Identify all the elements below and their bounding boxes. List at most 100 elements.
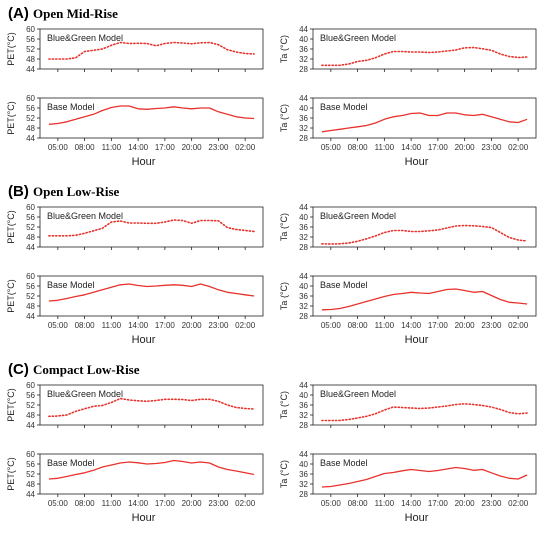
y-tick-label: 44 [299, 25, 308, 34]
x-tick-label: 23:00 [481, 499, 502, 508]
y-tick-label: 48 [26, 233, 35, 242]
y-tick-label: 56 [26, 460, 35, 469]
series-line-dotted [322, 48, 527, 66]
x-axis-title: Hour [405, 512, 429, 524]
y-axis-title: Ta (°C) [279, 104, 289, 132]
y-tick-label: 40 [299, 104, 308, 113]
x-tick-label: 08:00 [348, 321, 369, 330]
y-tick-label: 44 [299, 381, 308, 390]
section-name: Open Mid-Rise [33, 6, 118, 21]
series-label: Blue&Green Model [320, 211, 396, 221]
series-line-dotted [322, 404, 527, 421]
x-tick-label: 23:00 [481, 143, 502, 152]
y-tick-label: 52 [26, 470, 35, 479]
y-tick-label: 40 [299, 391, 308, 400]
y-tick-label: 40 [299, 460, 308, 469]
y-tick-label: 28 [299, 134, 308, 143]
x-tick-label: 11:00 [375, 143, 395, 152]
x-tick-label: 08:00 [348, 143, 369, 152]
x-axis-title: Hour [405, 156, 429, 168]
x-axis-title: Hour [132, 156, 156, 168]
y-tick-label: 48 [26, 480, 35, 489]
section-letter: (C) [8, 361, 33, 378]
y-tick-label: 28 [299, 65, 308, 74]
x-tick-label: 05:00 [48, 499, 69, 508]
series-line-solid [322, 113, 527, 132]
x-tick-label: 08:00 [75, 499, 96, 508]
x-tick-label: 20:00 [455, 321, 476, 330]
y-tick-label: 52 [26, 223, 35, 232]
y-tick-label: 48 [26, 55, 35, 64]
x-tick-label: 11:00 [102, 499, 122, 508]
x-tick-label: 05:00 [321, 143, 342, 152]
y-tick-label: 56 [26, 104, 35, 113]
x-tick-label: 02:00 [508, 143, 529, 152]
x-tick-label: 05:00 [48, 321, 69, 330]
y-axis-title: Ta (°C) [279, 35, 289, 63]
y-tick-label: 44 [26, 490, 35, 499]
y-axis-title: Ta (°C) [279, 213, 289, 241]
y-tick-label: 28 [299, 421, 308, 430]
series-line-dotted [322, 226, 527, 245]
series-label: Base Model [47, 458, 95, 468]
x-tick-label: 05:00 [48, 143, 69, 152]
y-tick-label: 36 [299, 114, 308, 123]
x-tick-label: 14:00 [128, 321, 149, 330]
section-title: (A) Open Mid-Rise [8, 5, 118, 22]
x-tick-label: 02:00 [235, 321, 256, 330]
series-label: Base Model [47, 102, 95, 112]
y-tick-label: 44 [26, 243, 35, 252]
y-tick-label: 28 [299, 490, 308, 499]
y-tick-label: 56 [26, 213, 35, 222]
x-tick-label: 17:00 [428, 143, 449, 152]
y-tick-label: 44 [26, 421, 35, 430]
y-tick-label: 48 [26, 302, 35, 311]
y-tick-label: 44 [26, 312, 35, 321]
y-tick-label: 36 [299, 45, 308, 54]
y-tick-label: 48 [26, 124, 35, 133]
y-tick-label: 40 [299, 35, 308, 44]
series-line-dotted [49, 43, 254, 60]
series-label: Base Model [320, 102, 368, 112]
x-tick-label: 05:00 [321, 321, 342, 330]
x-tick-label: 14:00 [401, 143, 422, 152]
section-name: Compact Low-Rise [33, 362, 140, 377]
x-tick-label: 23:00 [481, 321, 502, 330]
series-label: Base Model [320, 280, 368, 290]
y-tick-label: 56 [26, 282, 35, 291]
series-line-solid [322, 468, 527, 488]
y-tick-label: 32 [299, 233, 308, 242]
y-tick-label: 48 [26, 411, 35, 420]
y-tick-label: 36 [299, 223, 308, 232]
x-tick-label: 17:00 [155, 499, 176, 508]
y-axis-title: PET(°C) [6, 279, 16, 313]
x-tick-label: 08:00 [75, 143, 96, 152]
x-tick-label: 20:00 [455, 499, 476, 508]
y-tick-label: 52 [26, 401, 35, 410]
x-tick-label: 11:00 [375, 499, 395, 508]
y-tick-label: 52 [26, 292, 35, 301]
y-tick-label: 40 [299, 282, 308, 291]
y-tick-label: 44 [299, 272, 308, 281]
section-title: (C) Compact Low-Rise [8, 361, 140, 378]
y-axis-title: PET(°C) [6, 101, 16, 135]
y-axis-title: PET(°C) [6, 388, 16, 422]
y-axis-title: Ta (°C) [279, 391, 289, 419]
y-tick-label: 44 [299, 94, 308, 103]
y-tick-label: 32 [299, 411, 308, 420]
y-tick-label: 36 [299, 401, 308, 410]
y-tick-label: 36 [299, 470, 308, 479]
y-tick-label: 44 [26, 134, 35, 143]
y-tick-label: 44 [299, 203, 308, 212]
y-tick-label: 40 [299, 213, 308, 222]
x-tick-label: 20:00 [455, 143, 476, 152]
x-tick-label: 14:00 [128, 499, 149, 508]
